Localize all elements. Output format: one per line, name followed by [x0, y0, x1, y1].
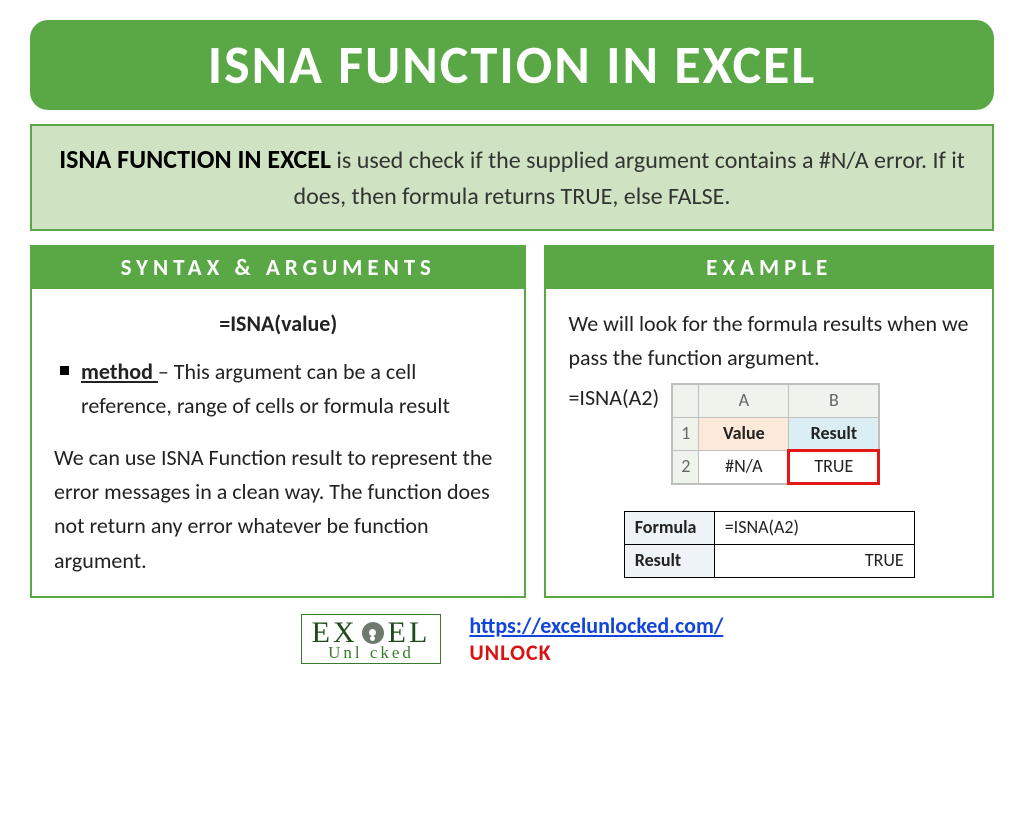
- syntax-body: =ISNA(value) method – This argument can …: [32, 289, 524, 596]
- logo: EX EL Unl cked: [301, 614, 442, 664]
- table-row: 2 #N/A TRUE: [673, 450, 879, 483]
- result-value: TRUE: [714, 544, 914, 577]
- example-intro: We will look for the formula results whe…: [568, 307, 970, 375]
- row-header-1: 1: [673, 418, 699, 451]
- col-header-b: B: [789, 385, 879, 418]
- argument-name: method: [81, 358, 158, 385]
- cell-result: TRUE: [789, 450, 879, 483]
- columns-container: SYNTAX & ARGUMENTS =ISNA(value) method –…: [30, 245, 994, 598]
- cell-result-text: TRUE: [814, 455, 853, 477]
- bullet-icon: [60, 366, 69, 375]
- syntax-paragraph: We can use ISNA Function result to repre…: [54, 441, 502, 577]
- result-table: Formula =ISNA(A2) Result TRUE: [624, 511, 915, 578]
- keyhole-icon: [362, 622, 384, 644]
- description-box: ISNA FUNCTION IN EXCEL is used check if …: [30, 124, 994, 231]
- table-row: Formula =ISNA(A2): [624, 511, 914, 544]
- table-row: Result TRUE: [624, 544, 914, 577]
- row-header-2: 2: [673, 450, 699, 483]
- example-body: We will look for the formula results whe…: [546, 289, 992, 596]
- description-lead: ISNA FUNCTION IN EXCEL: [59, 143, 331, 175]
- title-banner: ISNA FUNCTION IN EXCEL: [30, 20, 994, 110]
- corner-cell: [673, 385, 699, 418]
- example-panel: EXAMPLE We will look for the formula res…: [544, 245, 994, 598]
- mini-spreadsheet: A B 1 Value Result 2 #N/A TRUE: [671, 383, 880, 485]
- example-header: EXAMPLE: [546, 247, 992, 289]
- syntax-formula: =ISNA(value): [54, 307, 502, 341]
- table-row: 1 Value Result: [673, 418, 879, 451]
- cell-value: #N/A: [699, 450, 789, 483]
- table-row: A B: [673, 385, 879, 418]
- page-title: ISNA FUNCTION IN EXCEL: [50, 32, 974, 98]
- logo-line-2: Unl cked: [312, 644, 431, 661]
- argument-text: method – This argument can be a cell ref…: [81, 355, 502, 423]
- unlock-text: UNLOCK: [469, 639, 551, 666]
- syntax-panel: SYNTAX & ARGUMENTS =ISNA(value) method –…: [30, 245, 526, 598]
- header-result: Result: [789, 418, 879, 451]
- col-header-a: A: [699, 385, 789, 418]
- website-link[interactable]: https://excelunlocked.com/: [469, 612, 723, 639]
- footer: EX EL Unl cked https://excelunlocked.com…: [30, 612, 994, 666]
- description-text: is used check if the supplied argument c…: [294, 146, 965, 211]
- result-label: Result: [624, 544, 714, 577]
- example-row: =ISNA(A2) A B 1 Value Result: [568, 381, 970, 485]
- formula-label: Formula: [624, 511, 714, 544]
- mini-spreadsheet-table: A B 1 Value Result 2 #N/A TRUE: [672, 384, 879, 484]
- footer-links: https://excelunlocked.com/ UNLOCK: [469, 612, 723, 666]
- argument-bullet: method – This argument can be a cell ref…: [54, 355, 502, 423]
- header-value: Value: [699, 418, 789, 451]
- syntax-header: SYNTAX & ARGUMENTS: [32, 247, 524, 289]
- example-formula-text: =ISNA(A2): [568, 381, 659, 415]
- formula-value: =ISNA(A2): [714, 511, 914, 544]
